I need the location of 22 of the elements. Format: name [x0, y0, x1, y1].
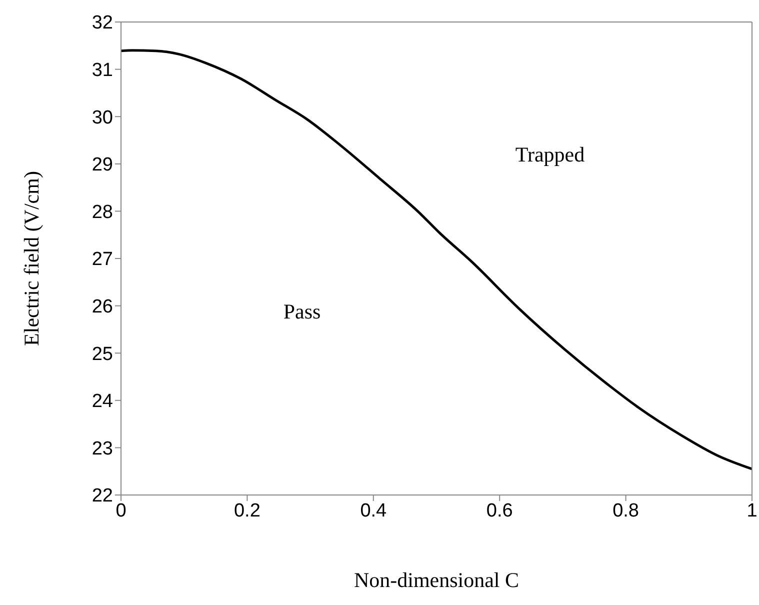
y-tick-label: 25 [92, 344, 113, 365]
y-axis-title: Electric field (V/cm) [19, 171, 44, 346]
x-tick-label: 0.4 [360, 500, 388, 522]
y-tick-label: 26 [92, 296, 113, 318]
x-tick-label: 0.6 [486, 500, 513, 522]
y-tick-label: 28 [92, 202, 113, 223]
y-tick-label: 29 [92, 154, 113, 176]
annotation: Pass [283, 300, 321, 324]
y-tick-label: 31 [92, 60, 113, 82]
x-tick-label: 0 [116, 500, 126, 522]
x-tick-label: 1 [746, 500, 758, 522]
y-tick-label: 22 [92, 486, 113, 507]
x-tick-label: 0.2 [234, 500, 260, 522]
x-axis-title: Non-dimensional C [354, 568, 520, 592]
x-tick-label: 0.8 [612, 500, 640, 522]
y-tick-label: 24 [92, 391, 114, 412]
line-series [121, 49, 752, 470]
y-tick-label: 32 [92, 12, 113, 34]
y-tick-label: 23 [92, 438, 113, 460]
annotation: Trapped [515, 142, 585, 168]
y-tick-label: 27 [92, 249, 113, 270]
y-tick-label: 30 [92, 107, 113, 128]
